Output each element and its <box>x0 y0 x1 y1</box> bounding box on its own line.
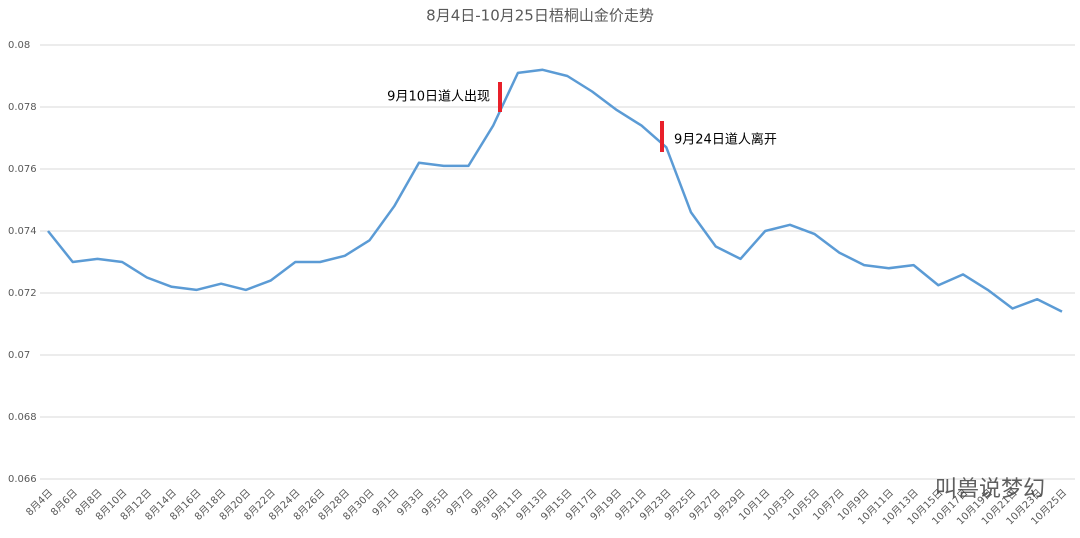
y-tick-label: 0.08 <box>8 40 30 51</box>
y-tick-label: 0.076 <box>8 164 37 175</box>
y-tick-label: 0.068 <box>8 412 37 423</box>
line <box>47 68 1063 313</box>
y-tick-label: 0.078 <box>8 102 37 113</box>
watermark: 叫兽说梦幻 <box>935 477 1045 502</box>
x-tick-label: 9月1日 <box>370 487 402 519</box>
x-tick-label: 8月4日 <box>24 487 56 519</box>
y-tick-label: 0.07 <box>8 350 30 361</box>
annotation: 9月10日道人出现 <box>387 90 490 105</box>
y-tick-label: 0.072 <box>8 288 37 299</box>
chart-title: 8月4日-10月25日梧桐山金价走势 <box>426 7 654 25</box>
annotation: 9月24日道人离开 <box>674 132 777 148</box>
x-tick-label: 9月3日 <box>395 487 427 519</box>
y-tick-label: 0.074 <box>8 226 37 237</box>
y-tick-label: 0.066 <box>8 474 37 485</box>
x-tick-label: 9月5日 <box>419 487 451 519</box>
x-tick-label: 8月6日 <box>48 487 80 519</box>
x-tick-label: 9月7日 <box>444 487 476 519</box>
